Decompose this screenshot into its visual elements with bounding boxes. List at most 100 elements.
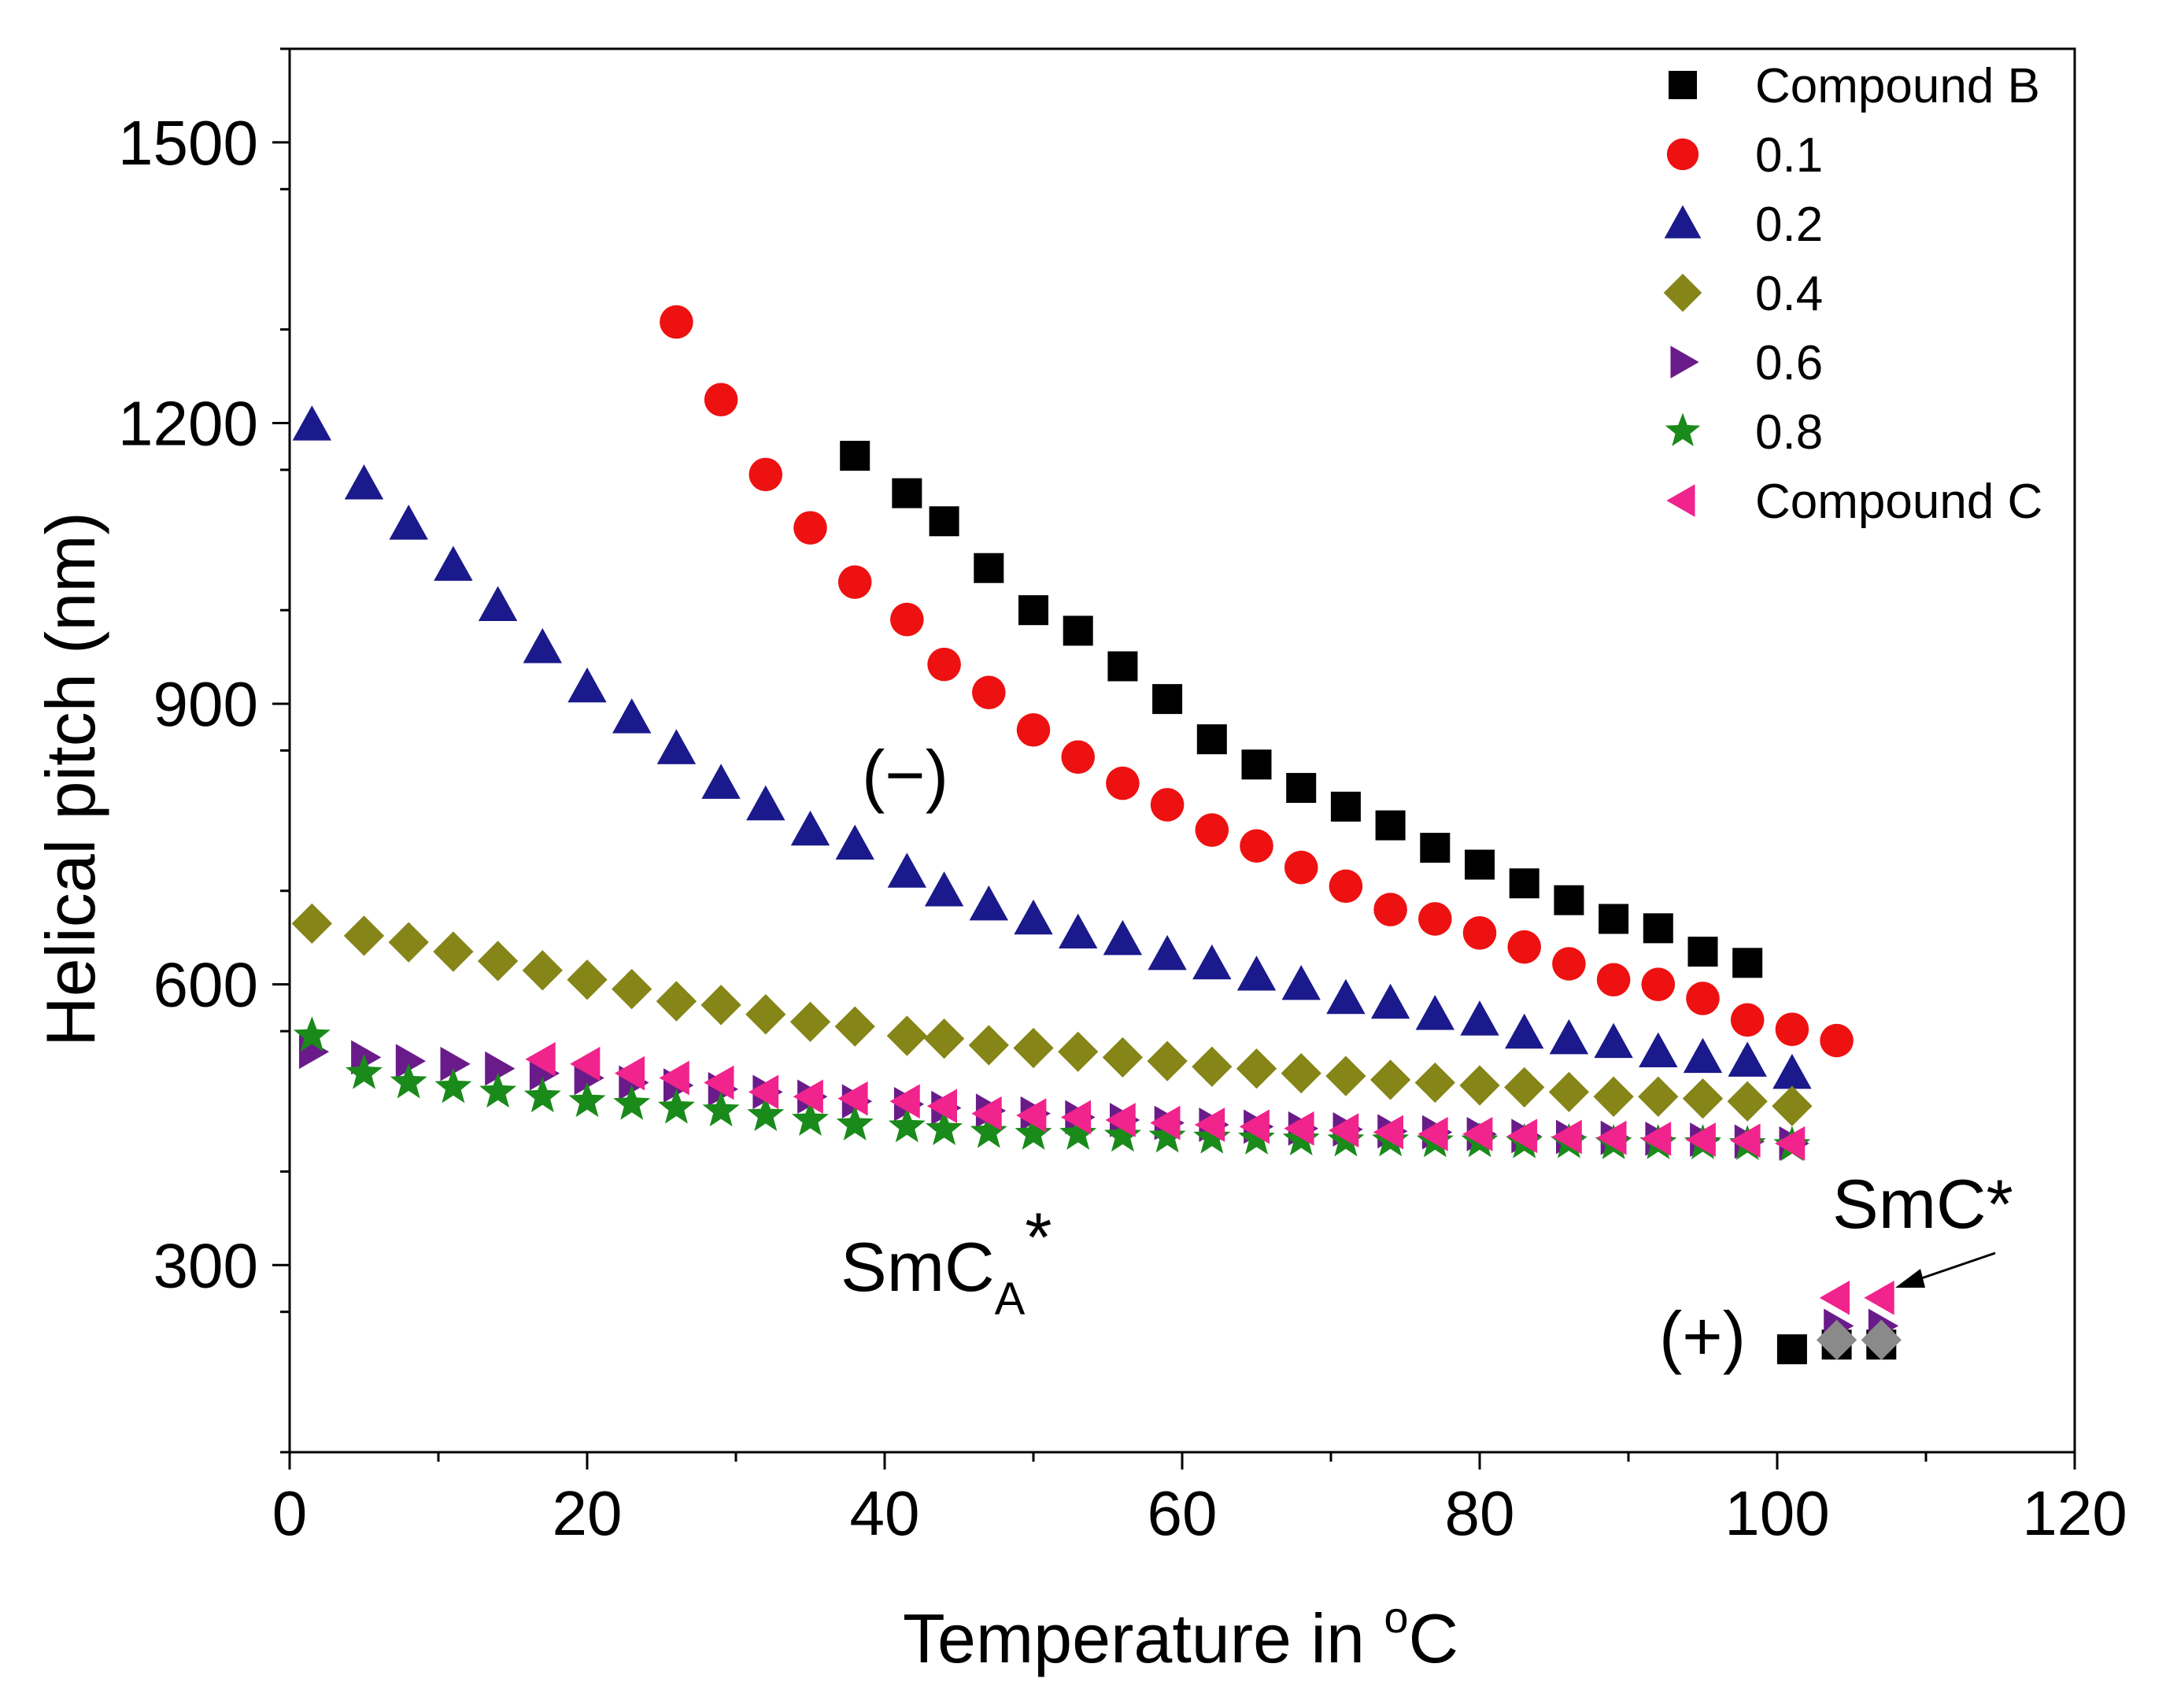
- y-tick-label: 600: [153, 950, 258, 1020]
- data-point: [1373, 1115, 1403, 1150]
- annotation-smca: SmCA*: [841, 1198, 1052, 1325]
- legend-marker: [1666, 484, 1695, 517]
- data-point: [840, 441, 870, 471]
- data-point: [477, 941, 519, 982]
- data-point: [1593, 1076, 1634, 1117]
- data-point: [1014, 899, 1053, 935]
- data-point: [790, 810, 830, 846]
- data-point: [1418, 1117, 1448, 1152]
- data-point: [886, 1015, 927, 1056]
- data-point: [1682, 1078, 1724, 1119]
- x-tick-label: 120: [2022, 1478, 2127, 1548]
- data-point: [890, 602, 924, 637]
- data-point: [1772, 1085, 1813, 1126]
- data-point: [1415, 995, 1454, 1030]
- data-point: [568, 1081, 606, 1118]
- data-point: [293, 1016, 331, 1052]
- y-axis-label: Helical pitch (nm): [31, 512, 109, 1047]
- data-point: [745, 994, 786, 1035]
- data-point: [748, 1074, 779, 1110]
- data-point: [1638, 1076, 1679, 1117]
- y-tick-label: 1500: [118, 108, 258, 178]
- data-point: [1683, 1037, 1723, 1074]
- annotation-smc-arrowhead: [1895, 1269, 1925, 1288]
- data-point: [1462, 916, 1497, 950]
- data-point: [389, 505, 428, 540]
- x-tick-label: 0: [272, 1478, 308, 1548]
- data-point: [659, 1060, 689, 1096]
- data-point: [1375, 810, 1406, 841]
- data-point: [970, 1112, 1007, 1148]
- data-point: [291, 903, 332, 945]
- data-point: [346, 1053, 383, 1089]
- legend: Compound B 0.1 0.2 0.4 0.6 0.8 Compound C: [1663, 59, 2042, 529]
- data-point: [660, 305, 693, 339]
- data-point: [1325, 1055, 1366, 1096]
- data-point: [1775, 1012, 1809, 1047]
- x-axis-label: Temperature in oC: [903, 1592, 1458, 1677]
- data-point: [1639, 1032, 1678, 1068]
- data-point: [792, 1100, 829, 1136]
- legend-marker: [1669, 71, 1697, 99]
- series-6: [525, 1041, 1894, 1315]
- data-point: [1016, 713, 1051, 747]
- data-point: [1284, 850, 1318, 885]
- data-point: [1727, 1081, 1768, 1122]
- data-point: [1236, 1048, 1277, 1089]
- data-point: [434, 1067, 472, 1104]
- data-point: [1549, 1019, 1589, 1055]
- data-point: [972, 675, 1006, 710]
- legend-marker: [1665, 412, 1701, 446]
- data-point: [612, 968, 652, 1010]
- legend-label: 0.4: [1755, 267, 1823, 321]
- x-axis-label-text: Temperature in: [903, 1599, 1384, 1677]
- data-point: [657, 1088, 695, 1124]
- data-point: [1241, 749, 1272, 780]
- data-point: [1820, 1023, 1854, 1058]
- data-point: [1552, 947, 1586, 981]
- data-point: [1059, 913, 1098, 949]
- data-point: [1060, 1100, 1092, 1135]
- data-point: [974, 553, 1004, 583]
- data-point: [1330, 791, 1361, 822]
- data-point: [1686, 982, 1720, 1015]
- data-point: [929, 506, 959, 537]
- data-point: [1236, 956, 1277, 991]
- plot-frame: [288, 47, 2076, 1454]
- data-point: [1329, 1113, 1359, 1148]
- annotation-smca-main: SmC: [841, 1228, 995, 1306]
- data-point: [1281, 964, 1321, 1000]
- annotation-smca-sub: A: [995, 1274, 1026, 1325]
- legend-label: 0.6: [1755, 336, 1823, 390]
- data-point: [1861, 1319, 1902, 1361]
- data-point: [390, 1063, 427, 1099]
- data-point: [704, 383, 738, 417]
- data-point: [1816, 1319, 1857, 1361]
- data-point: [923, 1018, 965, 1059]
- data-point: [1599, 904, 1629, 934]
- data-point: [478, 586, 518, 622]
- data-point: [1150, 1105, 1181, 1141]
- data-point: [704, 1065, 734, 1100]
- data-point: [567, 959, 608, 1000]
- annotation-plus: (+): [1659, 1297, 1746, 1375]
- data-point: [1641, 967, 1676, 1001]
- data-point: [926, 1089, 957, 1124]
- data-point: [1506, 1118, 1538, 1154]
- data-point: [836, 1105, 874, 1141]
- data-point: [701, 763, 741, 799]
- data-point: [1643, 913, 1673, 944]
- x-axis-label-sup: o: [1384, 1592, 1408, 1642]
- data-point: [522, 950, 563, 991]
- data-point: [523, 1077, 561, 1113]
- data-point: [1102, 1037, 1144, 1078]
- data-point: [1326, 978, 1366, 1015]
- x-axis-label-unit: C: [1409, 1599, 1459, 1677]
- data-point: [1195, 813, 1229, 847]
- data-point: [1061, 740, 1095, 775]
- annotation-smca-star: *: [1025, 1198, 1052, 1276]
- data-point: [1819, 1281, 1850, 1315]
- data-point: [1238, 1119, 1275, 1155]
- data-point: [1596, 963, 1631, 997]
- data-point: [1150, 788, 1185, 822]
